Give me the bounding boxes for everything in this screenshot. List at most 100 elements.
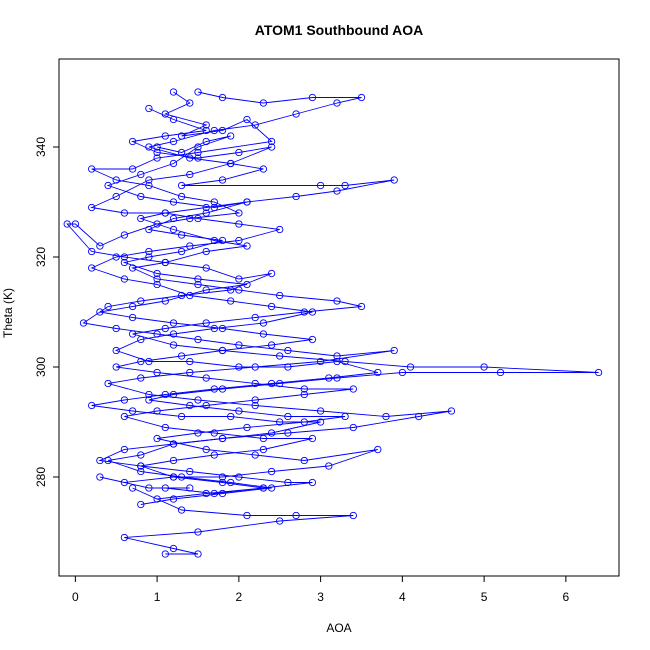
data-point [194,396,202,404]
data-point [169,214,178,223]
data-point [243,242,251,250]
data-point [243,423,251,432]
data-point [259,445,268,454]
data-point [169,88,178,96]
data-point [104,379,112,388]
data-point [251,121,259,129]
data-point [153,154,161,162]
data-point [210,203,218,212]
y-axis: 280 300 320 340 [34,137,60,487]
data-point [194,148,202,157]
data-point [276,225,284,234]
data-point [210,324,218,333]
data-point [186,154,194,162]
data-point [96,456,104,465]
data-point [218,385,227,393]
series-line [99,135,354,494]
data-point [96,308,104,316]
data-point [382,412,390,421]
data-point [104,181,112,190]
data-point [161,209,169,217]
data-point [316,181,325,190]
data-point [415,412,423,421]
data-point [169,473,178,481]
data-point [235,236,243,245]
data-point [88,165,96,173]
data-point [137,335,145,344]
y-tick-label: 340 [34,137,48,157]
data-point [202,319,210,327]
x-tick-label: 5 [481,590,488,604]
data-point [251,401,259,410]
data-point [186,467,194,476]
data-point [276,291,284,300]
data-point [169,544,178,553]
data-point [161,390,169,399]
data-point [194,88,202,96]
data-point [276,418,284,426]
data-point [341,357,349,366]
data-point [218,324,227,333]
data-point [235,473,243,481]
data-point [333,374,341,382]
data-point [128,407,137,415]
data-point [267,269,276,278]
y-tick-label: 300 [34,357,48,377]
data-point [210,126,218,135]
data-point [112,253,120,261]
data-point [218,473,227,481]
data-point [137,297,145,305]
data-point [308,478,317,487]
data-point [308,308,317,316]
data-point [480,363,488,371]
data-point [169,495,178,503]
data-point [194,154,202,162]
data-point [88,264,96,272]
y-tick-label: 280 [34,467,48,487]
data-point [243,280,251,289]
data-point [177,506,186,514]
data-point [218,236,227,245]
data-point [112,192,120,201]
data-point [300,390,308,399]
data-point [145,390,153,399]
data-point [218,478,227,487]
data-point [406,363,415,371]
data-point [235,220,243,228]
data-point [153,434,161,443]
data-point [79,319,88,327]
data-point [186,368,194,377]
x-tick-label: 4 [399,590,406,604]
data-point [202,247,210,256]
data-point [202,264,210,272]
data-point [104,456,112,465]
x-tick-label: 0 [72,590,79,604]
data-point [251,313,259,322]
data-point [186,170,194,179]
data-point [218,489,227,498]
data-point [333,297,341,305]
data-point [120,231,129,239]
data-point [104,302,112,311]
data-point [325,374,333,382]
data-point [137,357,145,366]
data-point [186,99,194,107]
data-point [235,275,243,283]
data-point [374,368,382,377]
data-point [202,489,210,498]
data-point [447,407,456,415]
data-point [120,253,129,261]
data-point [120,412,129,421]
data-point [169,198,178,206]
x-tick-label: 3 [317,590,324,604]
data-point [267,341,276,349]
data-point [161,484,169,492]
data-point [594,368,603,377]
data-point [161,324,169,333]
data-point [259,484,268,492]
data-point [349,385,357,393]
data-point [194,550,202,558]
data-point [218,126,227,135]
data-point [227,412,235,421]
